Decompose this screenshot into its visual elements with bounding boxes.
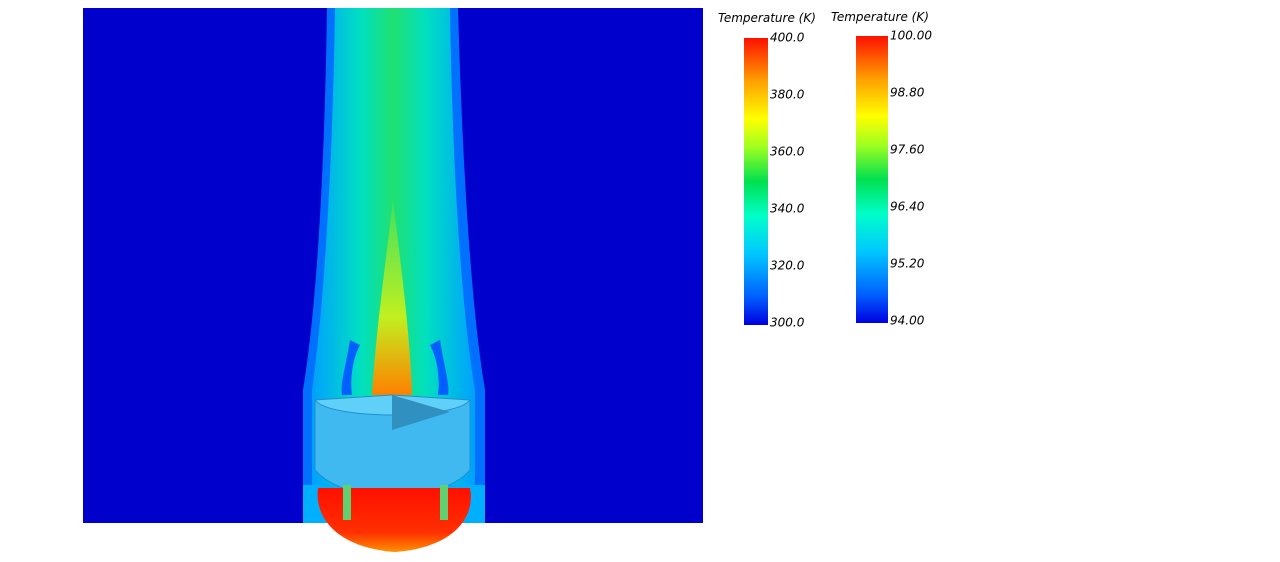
colorbar-title: Temperature (K) [718, 11, 816, 25]
tick-label: 380.0 [770, 88, 805, 102]
colorbar: Temperature (K) 100.00 98.80 97.60 96.40 95.… [831, 10, 932, 328]
colorbar-scale [744, 38, 768, 325]
tick-label: 360.0 [770, 145, 805, 159]
tick-label: 97.60 [890, 143, 925, 157]
tick-label: 95.20 [890, 257, 925, 271]
tick-label: 300.0 [770, 316, 805, 330]
colorbar: Temperature (K) 400.0 380.0 360.0 340.0 320.… [718, 11, 816, 330]
tick-label: 340.0 [770, 202, 805, 216]
colorbar-title: Temperature (K) [831, 10, 929, 24]
tick-label: 100.00 [890, 29, 932, 43]
tick-label: 94.00 [890, 314, 925, 328]
tick-label: 98.80 [890, 86, 925, 100]
tick-label: 400.0 [770, 31, 805, 45]
tick-label: 320.0 [770, 259, 805, 273]
tick-label: 96.40 [890, 200, 925, 214]
contour-field [83, 8, 703, 552]
colorbar-scale [856, 36, 888, 323]
